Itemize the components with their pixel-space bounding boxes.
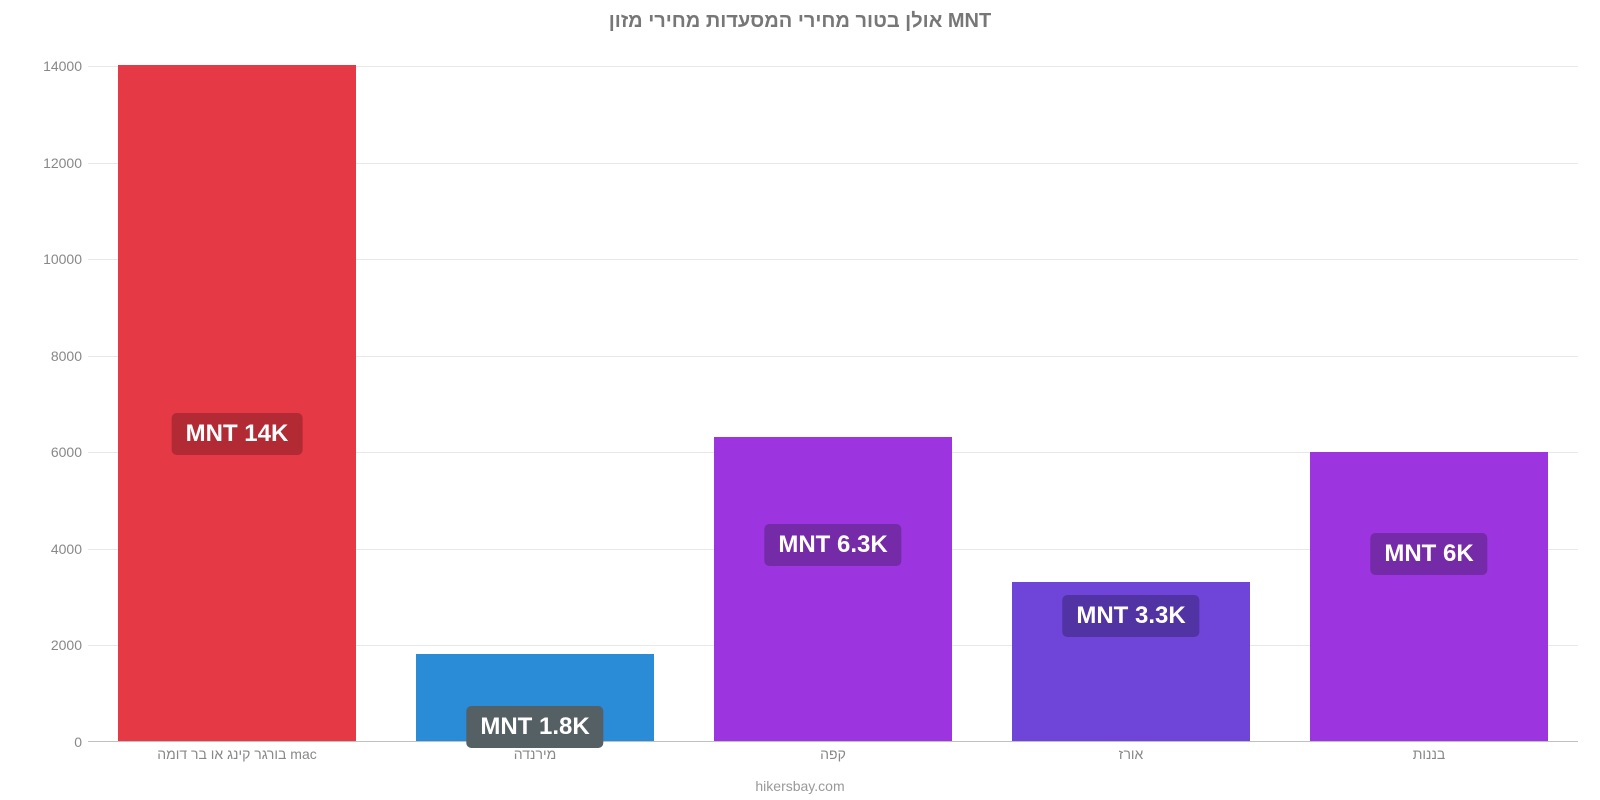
y-tick-label: 0 [12, 734, 82, 750]
chart-footer: hikersbay.com [0, 778, 1600, 794]
y-tick-label: 6000 [12, 444, 82, 460]
y-tick-label: 14000 [12, 58, 82, 74]
y-tick-label: 4000 [12, 541, 82, 557]
x-tick-label: בננות [1413, 746, 1446, 762]
x-tick-label: בורגר קינג או בר דומה mac [157, 746, 317, 762]
value-label: MNT 6.3K [764, 524, 901, 566]
y-tick-label: 8000 [12, 348, 82, 364]
price-chart: אולן בטור מחירי המסעדות מחירי מזון MNT h… [0, 0, 1600, 800]
value-label: MNT 6K [1370, 533, 1487, 575]
value-label: MNT 14K [172, 413, 303, 455]
bar[interactable] [1310, 452, 1548, 742]
bar[interactable] [714, 437, 952, 741]
y-tick-label: 10000 [12, 251, 82, 267]
y-tick-label: 12000 [12, 155, 82, 171]
x-tick-label: מירנדה [514, 746, 556, 762]
value-label: MNT 3.3K [1062, 595, 1199, 637]
value-label: MNT 1.8K [466, 706, 603, 748]
chart-title: אולן בטור מחירי המסעדות מחירי מזון MNT [0, 10, 1600, 33]
y-tick-label: 2000 [12, 637, 82, 653]
plot-area [88, 52, 1578, 742]
bar[interactable] [118, 65, 356, 741]
x-tick-label: קפה [820, 746, 846, 762]
x-tick-label: אורז [1119, 746, 1144, 762]
